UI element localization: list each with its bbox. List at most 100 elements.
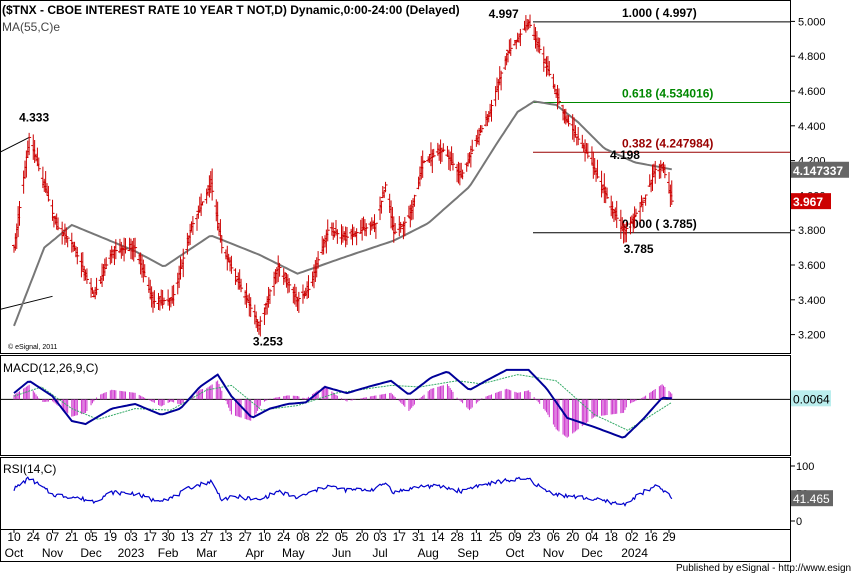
x-month-label: Nov [42, 546, 63, 560]
ohlc-bar [17, 200, 22, 226]
x-month-label: Sep [457, 546, 479, 560]
fib-level-label: 0.618 (4.534016) [622, 86, 713, 100]
price-annotation: 3.253 [253, 334, 283, 348]
macd-title: MACD(12,26,9,C) [3, 361, 98, 375]
x-day-label: 18 [605, 530, 619, 544]
ohlc-bar [345, 226, 350, 245]
x-month-label: Aug [418, 546, 439, 560]
ohlc-bar [431, 148, 436, 158]
rsi-title: RSI(14,C) [3, 462, 56, 476]
x-month-label: Nov [543, 546, 564, 560]
x-day-label: 21 [65, 530, 79, 544]
ohlc-bar [294, 286, 299, 307]
x-month-label: May [282, 546, 305, 560]
ohlc-bar [640, 199, 645, 212]
x-day-label: 08 [296, 530, 310, 544]
ohlc-bar [316, 251, 321, 269]
ohlc-bar [547, 60, 552, 77]
ohlc-bar [537, 37, 542, 54]
x-day-label: 17 [393, 530, 407, 544]
price-y-tick-label: 4.800 [798, 51, 826, 63]
x-day-label: 05 [84, 530, 98, 544]
x-day-label: 03 [373, 530, 387, 544]
ohlc-bar [306, 275, 311, 299]
ohlc-bar [364, 223, 369, 237]
ohlc-bar [450, 153, 455, 171]
x-day-label: 28 [450, 530, 464, 544]
rsi-line [13, 476, 673, 507]
x-month-label: Oct [506, 546, 525, 560]
x-month-label: Dec [581, 546, 602, 560]
channel-trendline [0, 137, 30, 153]
price-y-tick-label: 3.400 [798, 295, 826, 307]
ohlc-bar [56, 217, 61, 231]
ohlc-bar [528, 14, 533, 28]
macd-value-label: 0.0064 [793, 392, 830, 406]
ohlc-bar [239, 278, 244, 293]
rsi-layer: 10050041.465 [13, 461, 833, 528]
macd-layer: 0.0064 [0, 368, 831, 439]
ohlc-bar [441, 143, 446, 153]
ohlc-bar [65, 237, 70, 248]
x-axis-frame [0, 529, 791, 562]
x-day-label: 09 [508, 530, 522, 544]
ohlc-bar [181, 248, 186, 278]
price-y-tick-label: 5.000 [798, 16, 826, 28]
ohlc-bar [254, 311, 259, 329]
ohlc-bar [638, 202, 643, 223]
ohlc-bar [142, 264, 147, 278]
x-day-label: 16 [644, 530, 658, 544]
ohlc-bar [210, 168, 215, 201]
fib-level-label: 1.000 ( 4.997) [622, 6, 697, 20]
ohlc-bar [75, 246, 80, 265]
ohlc-bar [460, 169, 465, 180]
price-y-tick-label: 3.200 [798, 330, 826, 342]
x-day-label: 11 [470, 530, 483, 544]
x-day-label: 25 [489, 530, 503, 544]
x-day-label: 07 [46, 530, 60, 544]
rsi-value-tag [791, 490, 833, 507]
x-day-label: 03 [124, 530, 138, 544]
ohlc-bar [643, 194, 648, 206]
price-annotation: 4.333 [19, 110, 49, 124]
ohlc-bar [489, 99, 494, 122]
chart-title: ($TNX - CBOE INTEREST RATE 10 YEAR T NOT… [2, 3, 460, 17]
ohlc-bar [605, 187, 610, 199]
x-day-label: 22 [316, 530, 330, 544]
ohlc-bar [123, 238, 128, 254]
x-month-label: 2023 [118, 546, 145, 560]
x-day-label: 02 [625, 530, 639, 544]
ohlc-bar [94, 277, 99, 296]
x-month-label: Dec [80, 546, 101, 560]
x-month-label: Oct [5, 546, 24, 560]
x-day-label: 20 [355, 530, 369, 544]
ohlc-bar [267, 288, 272, 304]
price-annotation: 4.997 [489, 7, 519, 21]
ohlc-bar [360, 217, 365, 241]
ohlc-bar [379, 200, 384, 214]
ohlc-bar [383, 181, 388, 193]
price-tag-label: 4.147337 [793, 164, 843, 178]
ohlc-bar [662, 164, 667, 179]
x-day-label: 27 [200, 530, 214, 544]
price-y-tick-label: 4.400 [798, 121, 826, 133]
ohlc-bar [258, 316, 263, 337]
ohlc-bar [518, 28, 523, 47]
ohlc-bar [161, 297, 166, 305]
ohlc-bar [653, 160, 658, 184]
ohlc-bar [200, 201, 205, 205]
price-annotation: 4.198 [610, 148, 640, 162]
ohlc-bar [422, 160, 427, 164]
x-day-label: 30 [161, 530, 175, 544]
ohlc-bar [576, 127, 581, 146]
price-y-tick-label: 3.800 [798, 225, 826, 237]
ohlc-bar [171, 284, 176, 306]
x-day-label: 14 [431, 530, 445, 544]
ohlc-bar [470, 139, 475, 153]
ohlc-bar [412, 194, 417, 207]
ohlc-bar [354, 228, 359, 246]
last-price-tag [791, 193, 831, 210]
ohlc-bar [69, 232, 74, 253]
ohlc-bar [669, 180, 674, 205]
